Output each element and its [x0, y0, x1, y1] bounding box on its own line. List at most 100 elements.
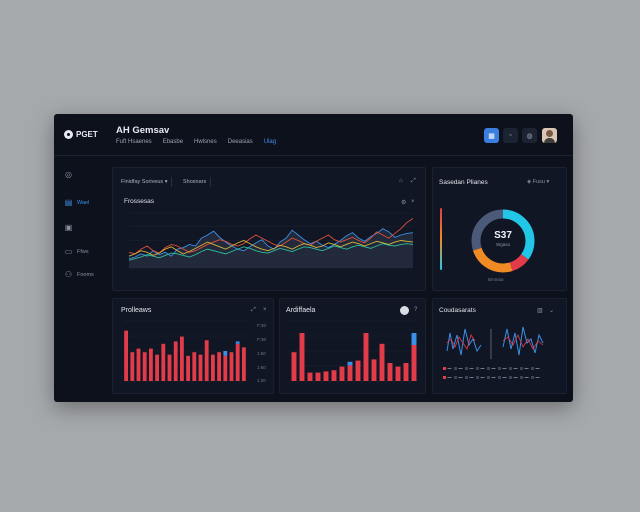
sidebar-item-mail[interactable]: ▭ Ffws	[64, 247, 89, 256]
legend-swatch	[487, 367, 490, 370]
legend-label	[491, 377, 496, 378]
nav-item[interactable]: Hwlsnes	[194, 139, 217, 145]
legend-label	[480, 368, 485, 369]
settings-icon: ◈	[527, 179, 532, 185]
y-tick: 1:60	[257, 351, 266, 356]
grid-button[interactable]: ▫	[503, 128, 518, 143]
legend-swatch	[465, 376, 468, 379]
trash-icon[interactable]: ▥	[537, 308, 543, 314]
bar	[395, 366, 401, 381]
bar	[198, 354, 203, 381]
bar	[148, 348, 153, 381]
bell-icon[interactable]: ⌂	[399, 178, 403, 184]
page-title: AH Gemsav	[116, 125, 170, 136]
legend-swatch	[509, 376, 512, 379]
donut-value: S37	[494, 230, 512, 241]
bar	[167, 354, 172, 381]
legend-swatch	[498, 376, 501, 379]
bar	[299, 333, 305, 381]
expand-icon[interactable]: ⤢	[411, 178, 416, 184]
chart-title: Frossesas	[124, 198, 154, 205]
bar	[411, 333, 417, 345]
bar	[235, 341, 240, 344]
bar	[155, 354, 160, 381]
legend-label	[513, 368, 518, 369]
legend-label	[524, 377, 529, 378]
chevron-down-icon: ▾	[164, 179, 168, 185]
panel-title: Ardiffaela	[286, 307, 316, 314]
sidebar-item-label: Wael	[77, 199, 90, 206]
signal-chart	[443, 326, 544, 379]
pie-slice	[471, 209, 535, 273]
signal-line	[446, 328, 482, 356]
help-icon[interactable]: ?	[414, 307, 418, 313]
bar	[347, 361, 353, 366]
close-icon[interactable]: ×	[263, 307, 267, 313]
logo[interactable]: PGET	[64, 130, 98, 139]
bar	[315, 372, 321, 381]
sidebar-item-globe[interactable]: ◎	[64, 170, 73, 179]
legend-swatch	[509, 367, 512, 370]
sidebar-item-folder[interactable]: ▣	[64, 223, 73, 232]
bar-panel-2: Ardiffaela ?	[279, 298, 426, 394]
calendar-button[interactable]: ▦	[484, 128, 499, 143]
bar	[241, 347, 246, 381]
settings-icon[interactable]: ⚙	[401, 200, 407, 206]
sidebar-item-dashboard[interactable]: ▤ Wael	[64, 198, 90, 207]
legend-label	[458, 368, 463, 369]
avatar[interactable]	[542, 128, 557, 143]
filter-dropdown-2[interactable]: Shosnars	[183, 177, 212, 187]
legend-label	[447, 377, 452, 378]
info-icon[interactable]	[400, 306, 409, 315]
chevron-down-icon[interactable]: ⌄	[549, 308, 555, 314]
filter-dropdown[interactable]: Finidfay Soriveus ▾	[121, 177, 173, 187]
area-fill	[129, 228, 413, 268]
legend-swatch	[498, 367, 501, 370]
nav-item-active[interactable]: Ulag	[263, 139, 277, 145]
bar	[142, 352, 147, 381]
range-selector[interactable]: ◈ Fusu ▾	[527, 179, 549, 185]
chevron-down-icon: ▾	[546, 179, 550, 185]
legend-swatch	[454, 376, 457, 379]
bar	[223, 355, 228, 381]
legend-label	[513, 377, 518, 378]
y-tick: F:30	[257, 337, 267, 342]
filter-label: Shosnars	[183, 179, 207, 185]
bar	[229, 352, 234, 381]
y-tick: F:30	[257, 323, 267, 328]
bar-chart-1	[123, 320, 247, 382]
bar	[387, 363, 393, 381]
nav-item[interactable]: Ebasbe	[162, 139, 184, 145]
nav-item[interactable]: Deeasias	[227, 139, 253, 145]
legend-label	[480, 377, 485, 378]
bar	[307, 372, 313, 381]
bell-button[interactable]: ◍	[522, 128, 537, 143]
legend-label	[502, 377, 507, 378]
bar	[179, 336, 184, 381]
nav-item[interactable]: Fuft Hsaenes	[116, 139, 152, 145]
donut-chart: S37 Wgasa	[470, 208, 536, 274]
logo-text: PGET	[76, 130, 98, 139]
grid-legend	[443, 367, 540, 379]
bell-icon: ◍	[526, 132, 533, 140]
bar	[355, 360, 361, 381]
expand-icon[interactable]: ⤢	[251, 307, 256, 313]
bar	[124, 330, 129, 381]
bar	[130, 352, 135, 381]
legend-swatch	[443, 367, 446, 370]
legend-swatch	[454, 367, 457, 370]
panel-title: Prolleaws	[121, 307, 152, 314]
close-icon[interactable]: ×	[411, 199, 415, 205]
bar	[161, 343, 166, 381]
legend-label	[524, 368, 529, 369]
bar	[323, 371, 329, 381]
legend-label	[491, 368, 496, 369]
legend-swatch	[443, 376, 446, 379]
legend-label	[458, 377, 463, 378]
legend-label	[469, 377, 474, 378]
bar	[347, 365, 353, 381]
sidebar-item-people[interactable]: ⚇ Fooms	[64, 270, 94, 279]
bar	[204, 340, 209, 381]
series-line	[128, 240, 414, 257]
donut-svg	[471, 209, 535, 273]
